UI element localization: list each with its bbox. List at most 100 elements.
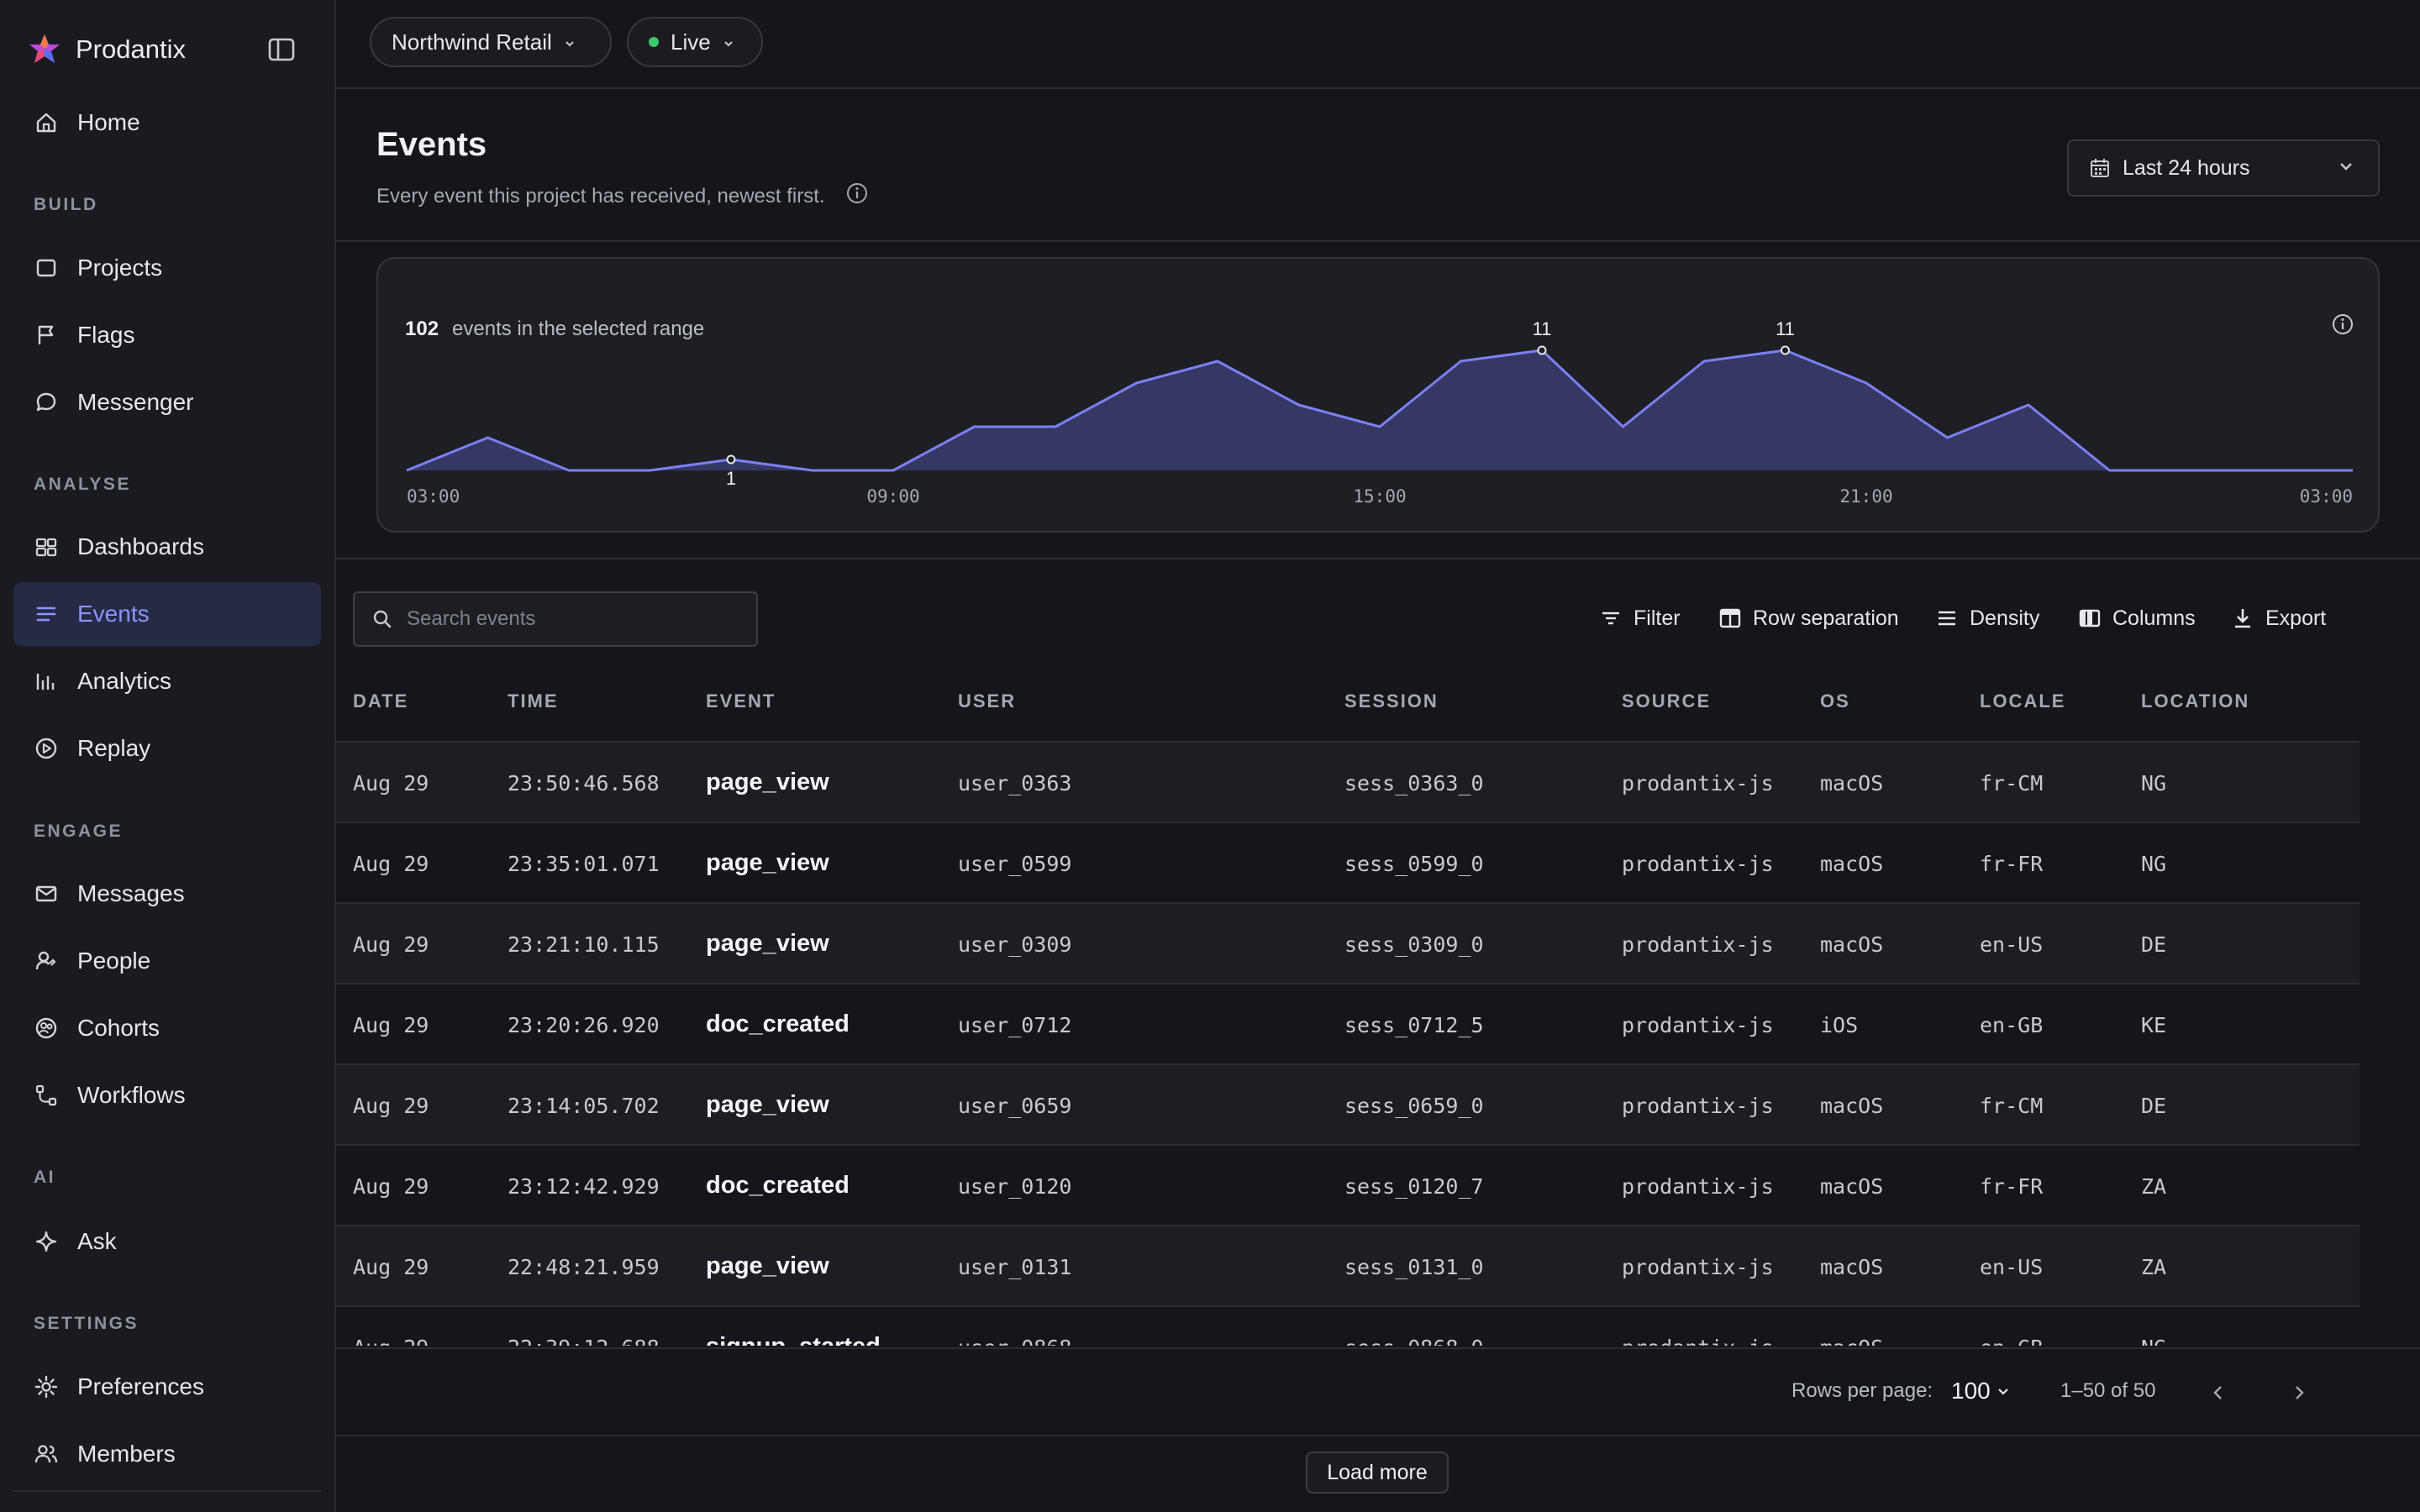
sidebar-item-label: Replay	[77, 735, 151, 761]
cell-location: NG	[2141, 771, 2167, 795]
column-header-locale[interactable]: LOCALE	[1980, 690, 2066, 711]
cell-location: DE	[2141, 932, 2167, 957]
cell-time: 23:21:10.115	[508, 932, 660, 957]
sidebar-item-label: Preferences	[77, 1373, 204, 1399]
cell-event: page_view	[706, 1091, 829, 1118]
environment-switcher[interactable]: Live	[627, 17, 763, 67]
sidebar-item-cohorts[interactable]: Cohorts	[13, 996, 321, 1060]
cell-locale: fr-FR	[1980, 852, 2044, 876]
section-analyse: ANALYSE	[34, 475, 131, 494]
table-row[interactable]: Aug 29 23:50:46.568 page_view user_0363 sess…	[336, 741, 2360, 823]
filter-button[interactable]: Filter	[1598, 601, 1681, 635]
cell-locale: en-GB	[1980, 1013, 2044, 1037]
sidebar-item-members[interactable]: Members	[13, 1422, 321, 1486]
sidebar-item-people[interactable]: People	[13, 929, 321, 993]
sidebar-toggle-icon[interactable]	[267, 35, 296, 64]
home-icon	[34, 110, 59, 135]
sidebar-item-messages[interactable]: Messages	[13, 862, 321, 926]
sidebar-divider	[13, 1490, 321, 1492]
columns-button[interactable]: Columns	[2077, 601, 2196, 635]
table-row[interactable]: Aug 29 22:39:12.688 signup_started user_086…	[336, 1305, 2360, 1346]
rows-per-page-select[interactable]: 100	[1951, 1378, 2011, 1404]
sidebar-item-label: Dashboards	[77, 533, 204, 559]
cell-session: sess_0712_5	[1344, 1013, 1484, 1037]
brand[interactable]: Prodantix	[27, 32, 186, 67]
table-row[interactable]: Aug 29 23:14:05.702 page_view user_0659 sess…	[336, 1063, 2360, 1146]
cell-locale: fr-CM	[1980, 1094, 2044, 1118]
cell-source: prodantix-js	[1622, 1094, 1774, 1118]
column-header-os[interactable]: OS	[1820, 690, 1850, 711]
column-header-location[interactable]: LOCATION	[2141, 690, 2250, 711]
column-header-time[interactable]: TIME	[508, 690, 559, 711]
download-icon	[2230, 606, 2255, 631]
sidebar-item-label: Members	[77, 1441, 176, 1467]
column-header-source[interactable]: SOURCE	[1622, 690, 1712, 711]
info-icon[interactable]	[2331, 312, 2354, 340]
columns-label: Columns	[2112, 606, 2196, 630]
sidebar-item-analytics[interactable]: Analytics	[13, 649, 321, 713]
chart-point	[1537, 345, 1547, 355]
column-header-session[interactable]: SESSION	[1344, 690, 1439, 711]
sidebar-item-flags[interactable]: Flags	[13, 303, 321, 367]
chevron-left-icon	[2213, 1386, 2222, 1399]
table-row[interactable]: Aug 29 23:20:26.920 doc_created user_0712 se…	[336, 983, 2360, 1065]
cell-date: Aug 29	[353, 1013, 429, 1037]
sidebar-item-workflows[interactable]: Workflows	[13, 1063, 321, 1127]
users-icon	[34, 1441, 59, 1467]
load-more-button[interactable]: Load more	[1306, 1452, 1449, 1494]
columns-icon	[2077, 606, 2102, 631]
row-separation-button[interactable]: Row separation	[1718, 601, 1899, 635]
sidebar-item-projects[interactable]: Projects	[13, 236, 321, 300]
density-button[interactable]: Density	[1934, 601, 2039, 635]
sidebar-item-replay[interactable]: Replay	[13, 717, 321, 780]
prodantix-logo-icon	[29, 34, 60, 63]
table-row[interactable]: Aug 29 22:48:21.959 page_view user_0131 sess…	[336, 1225, 2360, 1307]
chevron-right-icon	[2296, 1386, 2304, 1399]
events-table-body: Aug 29 23:50:46.568 page_view user_0363 sess…	[336, 741, 2360, 1346]
sidebar-item-dashboards[interactable]: Dashboards	[13, 515, 321, 579]
search-icon	[371, 608, 393, 630]
cell-event: page_view	[706, 849, 829, 876]
table-row[interactable]: Aug 29 23:21:10.115 page_view user_0309 sess…	[336, 902, 2360, 984]
cell-source: prodantix-js	[1622, 852, 1774, 876]
cell-date: Aug 29	[353, 1255, 429, 1279]
column-header-event[interactable]: EVENT	[706, 690, 776, 711]
sidebar-item-events[interactable]: Events	[13, 582, 321, 646]
sidebar-item-preferences[interactable]: Preferences	[13, 1355, 321, 1419]
play-circle-icon	[34, 736, 59, 761]
filter-icon	[1598, 606, 1623, 631]
sidebar: Prodantix Home BUILD Projects Flags Mess…	[0, 0, 336, 1512]
environment-name: Live	[671, 29, 711, 55]
table-row[interactable]: Aug 29 23:35:01.071 page_view user_0599 sess…	[336, 822, 2360, 904]
pagination-bar: Rows per page: 100 1–50 of 50	[336, 1347, 2420, 1436]
table-row[interactable]: Aug 29 23:12:42.929 doc_created user_0120 se…	[336, 1144, 2360, 1226]
sidebar-item-label: Events	[77, 601, 150, 627]
topbar: Northwind Retail Live	[336, 0, 2420, 89]
previous-page-button[interactable]	[2203, 1378, 2233, 1408]
cell-time: 22:48:21.959	[508, 1255, 660, 1279]
search-input[interactable]	[405, 606, 728, 632]
cell-os: macOS	[1820, 1174, 1884, 1199]
date-range-select[interactable]: Last 24 hours	[2067, 139, 2380, 197]
flag-icon	[34, 323, 59, 348]
search-box[interactable]	[353, 591, 758, 647]
column-header-user[interactable]: USER	[958, 690, 1017, 711]
workspace-switcher[interactable]: Northwind Retail	[370, 17, 612, 67]
cell-date: Aug 29	[353, 852, 429, 876]
export-button[interactable]: Export	[2230, 601, 2326, 635]
cell-date: Aug 29	[353, 932, 429, 957]
sidebar-item-home[interactable]: Home	[13, 91, 321, 155]
sidebar-item-messenger[interactable]: Messenger	[13, 370, 321, 434]
cell-time: 23:20:26.920	[508, 1013, 660, 1037]
x-tick-label: 21:00	[1839, 486, 1892, 507]
cell-location: NG	[2141, 852, 2167, 876]
sidebar-item-label: Analytics	[77, 668, 172, 694]
info-icon[interactable]	[845, 181, 869, 211]
events-total: 102 events in the selected range	[405, 318, 704, 341]
column-header-date[interactable]: DATE	[353, 690, 409, 711]
next-page-button[interactable]	[2284, 1378, 2314, 1408]
sidebar-item-ask[interactable]: Ask	[13, 1210, 321, 1273]
cell-os: macOS	[1820, 1255, 1884, 1279]
chart-point	[1781, 345, 1790, 355]
